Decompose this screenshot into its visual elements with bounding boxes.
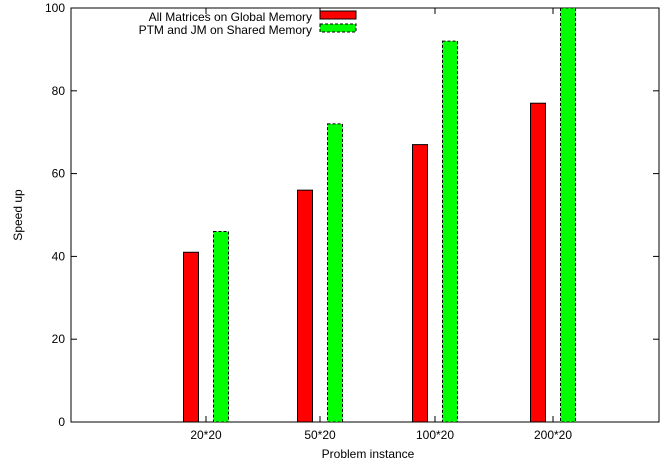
bar-global-memory-20x20 <box>183 251 199 423</box>
y-tick-label: 0 <box>58 415 65 429</box>
x-tick-label: 200*20 <box>534 428 572 442</box>
y-tick-label: 60 <box>52 167 66 181</box>
bar-global-memory-200x20 <box>530 102 546 423</box>
bar-shared-memory-50x20 <box>327 123 343 423</box>
plot-frame <box>70 7 660 423</box>
bar-shared-memory-200x20 <box>560 7 576 423</box>
legend-label-shared-memory: PTM and JM on Shared Memory <box>139 23 312 37</box>
y-tick-label: 100 <box>45 1 65 15</box>
bars <box>183 7 576 423</box>
y-tick-label: 20 <box>52 332 66 346</box>
x-axis-ticks: 20*20 50*20 100*20 200*20 <box>190 8 572 442</box>
legend-swatch-global-memory <box>319 10 357 20</box>
bar-shared-memory-100x20 <box>442 40 458 423</box>
x-tick-label: 100*20 <box>416 428 454 442</box>
bar-shared-memory-20x20 <box>213 231 229 423</box>
y-tick-label: 80 <box>52 84 66 98</box>
x-tick-label: 20*20 <box>190 428 222 442</box>
legend-label-global-memory: All Matrices on Global Memory <box>149 10 312 24</box>
x-axis-label: Problem instance <box>322 447 415 461</box>
y-axis-ticks: 0 20 40 60 80 100 <box>45 1 659 429</box>
legend: All Matrices on Global Memory PTM and JM… <box>139 10 357 37</box>
x-tick-label: 50*20 <box>304 428 336 442</box>
legend-swatch-shared-memory <box>319 23 357 33</box>
y-tick-label: 40 <box>52 249 66 263</box>
bar-global-memory-50x20 <box>297 189 313 423</box>
y-axis-label: Speed up <box>11 189 25 241</box>
bar-global-memory-100x20 <box>412 144 428 423</box>
